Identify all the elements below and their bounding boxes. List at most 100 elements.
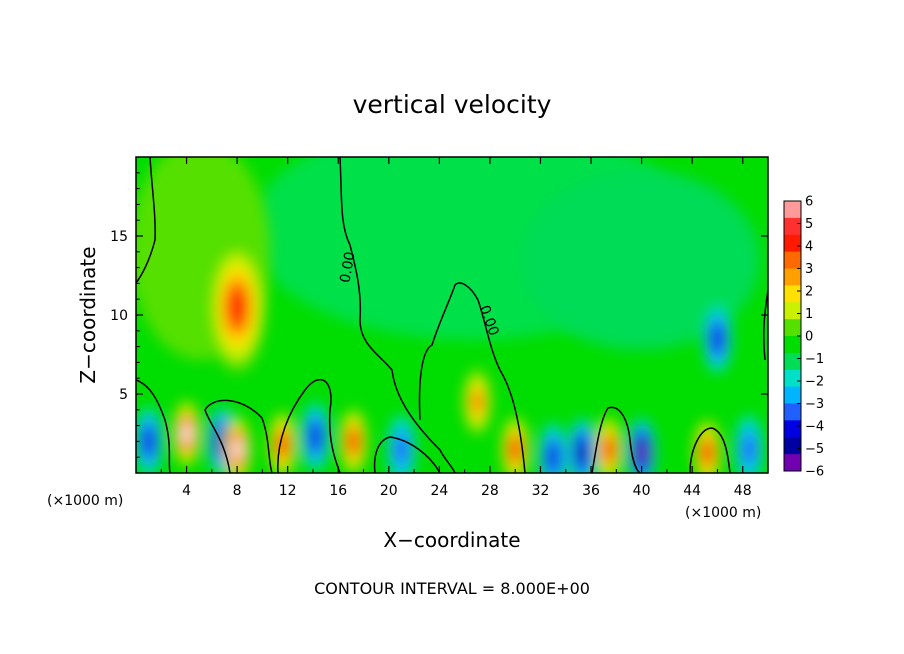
x-tick-label: 40 xyxy=(633,483,651,499)
colorbar-swatch xyxy=(784,251,801,269)
velocity-downdraft xyxy=(136,407,163,473)
x-ticks: 4 8 12 16 20 24 28 32 36 40 44 48 xyxy=(160,157,752,499)
colorbar-swatch xyxy=(784,369,801,388)
velocity-updraft xyxy=(268,410,297,473)
velocity-updraft xyxy=(463,367,492,436)
x-tick-label: 44 xyxy=(683,483,701,499)
colorbar-label: −2 xyxy=(805,375,824,390)
velocity-updraft xyxy=(693,418,722,473)
plot-area xyxy=(136,157,768,473)
velocity-shade xyxy=(471,390,484,414)
x-unit-right: (×1000 m) xyxy=(685,505,761,521)
velocity-downdraft xyxy=(387,415,416,473)
velocity-shade xyxy=(547,445,559,469)
x-tick-label: 4 xyxy=(182,483,191,499)
velocity-shade xyxy=(702,442,713,463)
colorbar-swatch xyxy=(784,319,801,337)
x-tick-label: 36 xyxy=(582,483,600,499)
colorbar-label: 6 xyxy=(805,195,813,210)
velocity-updraft xyxy=(339,407,368,473)
x-tick-label: 20 xyxy=(380,483,398,499)
velocity-shade xyxy=(181,424,192,443)
zero-contour-line xyxy=(339,157,456,473)
zero-contour-line xyxy=(136,157,156,284)
colorbar-swatch xyxy=(784,352,801,371)
colorbar-label: 2 xyxy=(805,285,813,300)
colorbar-swatch xyxy=(784,420,801,438)
zero-contour-line xyxy=(763,289,768,361)
velocity-shade xyxy=(232,440,242,459)
zero-contours xyxy=(136,157,768,473)
velocity-updraft xyxy=(594,415,623,473)
colorbar: 6 5 4 3 2 1 0 −1 −2 −3 −4 −5 −6 xyxy=(783,195,824,480)
velocity-downdraft xyxy=(735,415,764,473)
colorbar-swatch xyxy=(784,386,801,404)
contour-label: 0.00 xyxy=(337,251,358,284)
zero-contour-line xyxy=(277,378,341,473)
velocity-updraft xyxy=(172,399,201,468)
velocity-updraft xyxy=(501,415,530,473)
velocity-shade xyxy=(510,439,521,460)
velocity-downdraft xyxy=(703,304,732,373)
zero-contour-line xyxy=(689,427,731,473)
velocity-shade xyxy=(603,439,614,460)
velocity-downdraft xyxy=(568,418,597,473)
colorbar-label: 3 xyxy=(805,262,813,277)
colorbar-swatch xyxy=(784,268,801,286)
colorbar-swatch xyxy=(784,454,801,472)
y-tick-label: 10 xyxy=(110,308,128,324)
y-axis-label: Z−coordinate xyxy=(76,246,100,383)
velocity-downdraft xyxy=(627,418,656,473)
x-tick-label: 12 xyxy=(279,483,297,499)
x-tick-label: 8 xyxy=(233,483,242,499)
colorbar-label: −5 xyxy=(805,442,824,457)
colorbar-swatch xyxy=(784,234,801,253)
x-tick-label: 28 xyxy=(481,483,499,499)
y-tick-label: 15 xyxy=(110,229,128,245)
x-tick-label: 24 xyxy=(430,483,448,499)
velocity-shade xyxy=(228,290,246,324)
colorbar-label: 5 xyxy=(805,217,813,232)
velocity-shade xyxy=(742,435,756,464)
velocity-shade xyxy=(576,442,588,463)
colorbar-label: 4 xyxy=(805,240,813,255)
x-tick-label: 32 xyxy=(532,483,550,499)
velocity-shade xyxy=(277,434,288,455)
colorbar-swatch xyxy=(784,285,801,303)
velocity-shade xyxy=(711,327,724,351)
velocity-shade xyxy=(348,431,359,452)
velocity-shade xyxy=(309,425,322,449)
zero-contour-line xyxy=(136,379,171,473)
velocity-shade xyxy=(142,429,155,453)
y-tick-label: 5 xyxy=(119,387,128,403)
colorbar-label: −3 xyxy=(805,397,824,412)
zero-contour-line xyxy=(373,436,441,473)
y-ticks: 5 10 15 xyxy=(110,172,768,458)
x-unit-left: (×1000 m) xyxy=(47,493,123,509)
zero-contour-line xyxy=(204,399,273,473)
velocity-downdraft xyxy=(301,402,330,471)
colorbar-label: −6 xyxy=(805,465,824,480)
velocity-shade xyxy=(636,443,647,462)
velocity-downdraft xyxy=(539,423,568,473)
colorbar-label: 1 xyxy=(805,307,813,322)
zero-contour-line xyxy=(591,406,641,473)
colorbar-swatch xyxy=(784,336,801,354)
x-axis-label: X−coordinate xyxy=(383,528,520,552)
background-region-light xyxy=(520,170,760,350)
colorbar-swatch xyxy=(784,201,801,219)
velocity-updraft xyxy=(208,241,267,374)
contour-interval-note: CONTOUR INTERVAL = 8.000E+00 xyxy=(314,579,590,598)
chart-title: vertical velocity xyxy=(353,90,552,119)
colorbar-label: −1 xyxy=(805,352,824,367)
zero-contour-line xyxy=(418,282,526,473)
colorbar-swatch xyxy=(784,302,801,320)
colorbar-swatch xyxy=(784,217,801,236)
x-tick-label: 16 xyxy=(329,483,347,499)
colorbar-swatch xyxy=(784,437,801,455)
colorbar-label: 0 xyxy=(805,330,813,345)
velocity-shade xyxy=(394,435,409,464)
colorbar-label: −4 xyxy=(805,420,824,435)
x-tick-label: 48 xyxy=(734,483,752,499)
